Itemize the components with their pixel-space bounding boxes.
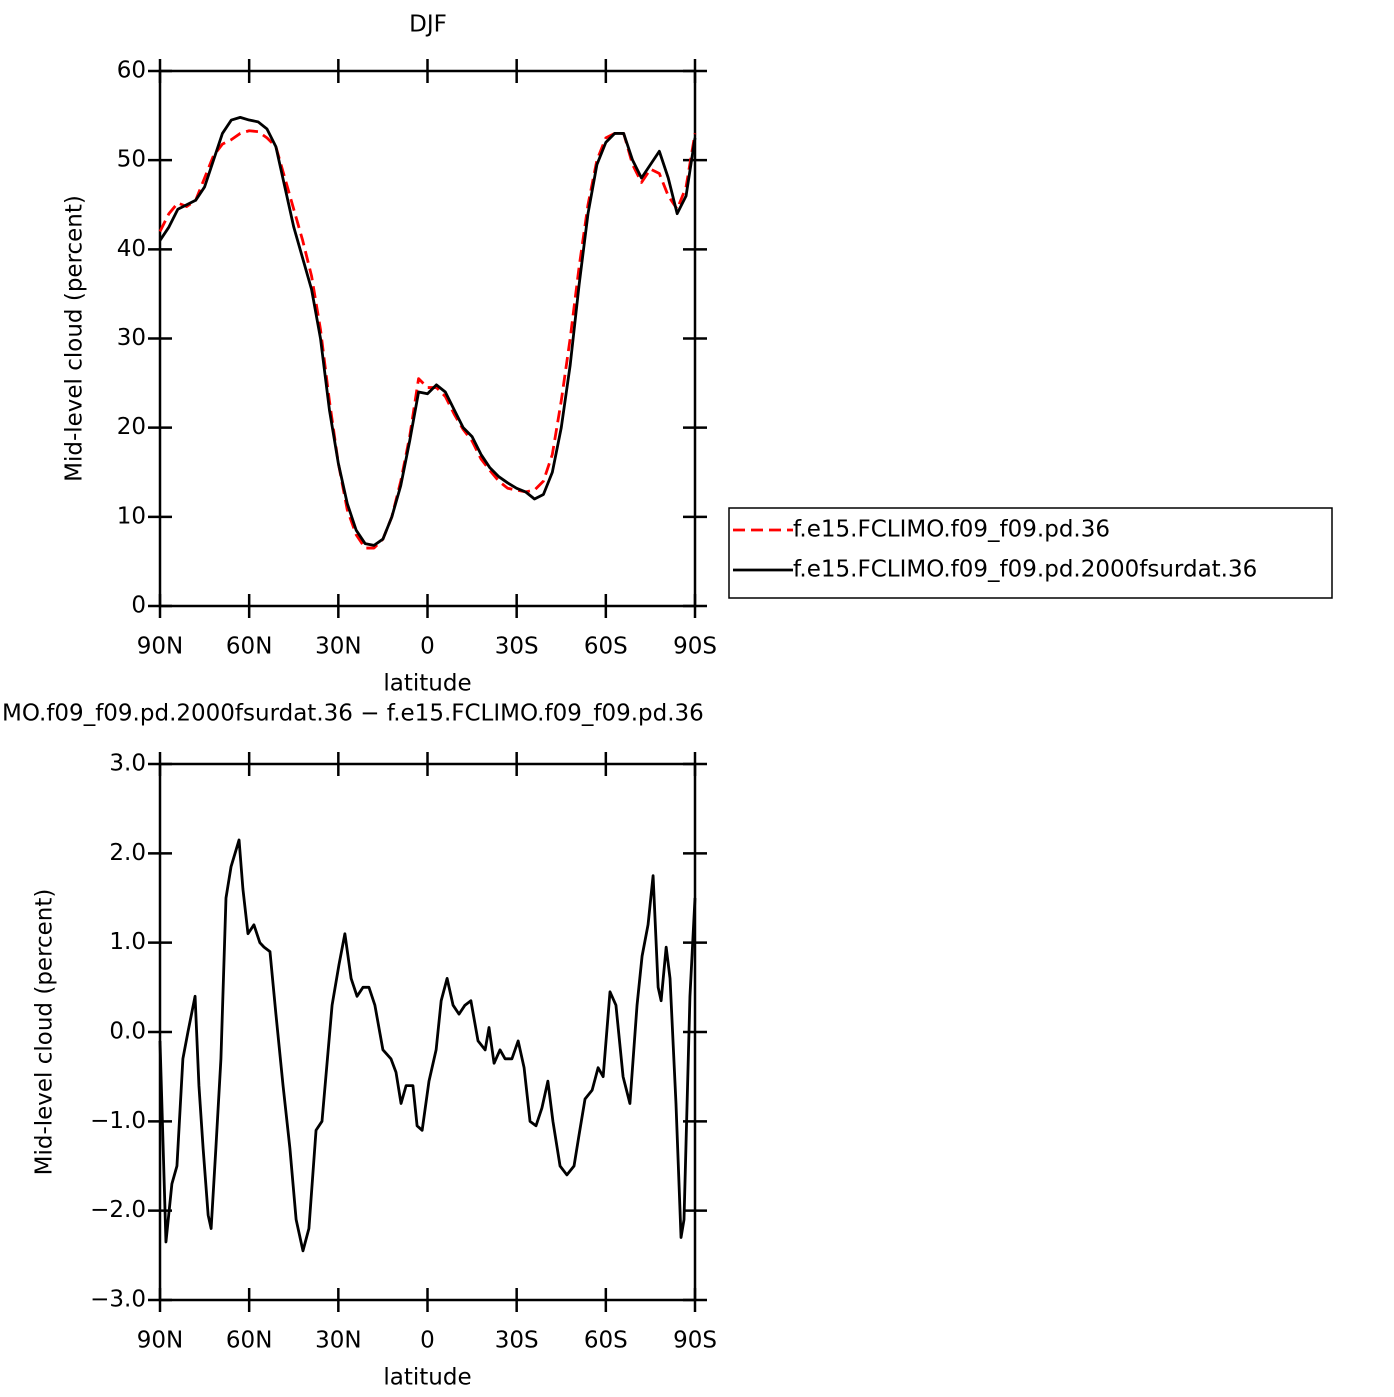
series-line — [158, 129, 697, 550]
x-tick-label: 30S — [495, 1328, 539, 1354]
chart-title: DJF — [409, 12, 447, 38]
chart-title: MO.f09_f09.pd.2000fsurdat.36 − f.e15.FCL… — [2, 701, 704, 727]
y-tick-label: 60 — [117, 58, 146, 84]
x-tick-label: 60N — [226, 634, 272, 660]
x-tick-label: 60S — [584, 1328, 628, 1354]
x-tick-label: 60S — [584, 634, 628, 660]
x-tick-label: 0 — [420, 1328, 435, 1354]
legend-box — [728, 507, 1333, 599]
y-tick-label: −3.0 — [90, 1287, 146, 1313]
x-tick-label: 90N — [137, 1328, 183, 1354]
x-tick-label: 30N — [315, 1328, 361, 1354]
y-tick-label: 10 — [117, 503, 146, 529]
y-tick-label: 0 — [131, 593, 146, 619]
x-tick-label: 30S — [495, 634, 539, 660]
plot-frame — [158, 762, 697, 1302]
y-axis-label: Mid-level cloud (percent) — [32, 889, 58, 1176]
x-tick-label: 90S — [673, 1328, 717, 1354]
x-tick-label: 0 — [420, 634, 435, 660]
legend-label: f.e15.FCLIMO.f09_f09.pd.2000fsurdat.36 — [793, 557, 1257, 583]
y-tick-label: 50 — [117, 147, 146, 173]
y-tick-label: 0.0 — [109, 1019, 146, 1045]
plot-frame — [158, 69, 697, 608]
y-tick-label: 1.0 — [109, 929, 146, 955]
series-line — [158, 115, 697, 547]
x-tick-label: 60N — [226, 1328, 272, 1354]
y-tick-label: −2.0 — [90, 1197, 146, 1223]
y-tick-label: 20 — [117, 414, 146, 440]
series-line — [158, 838, 697, 1253]
y-tick-label: 30 — [117, 325, 146, 351]
y-axis-label: Mid-level cloud (percent) — [62, 195, 88, 482]
y-tick-label: 3.0 — [109, 751, 146, 777]
y-tick-label: −1.0 — [90, 1108, 146, 1134]
x-tick-label: 90S — [673, 634, 717, 660]
x-axis-label: latitude — [383, 1365, 471, 1391]
y-tick-label: 2.0 — [109, 840, 146, 866]
x-tick-label: 30N — [315, 634, 361, 660]
legend-label: f.e15.FCLIMO.f09_f09.pd.36 — [793, 517, 1110, 543]
x-tick-label: 90N — [137, 634, 183, 660]
x-axis-label: latitude — [383, 671, 471, 697]
y-tick-label: 40 — [117, 236, 146, 262]
